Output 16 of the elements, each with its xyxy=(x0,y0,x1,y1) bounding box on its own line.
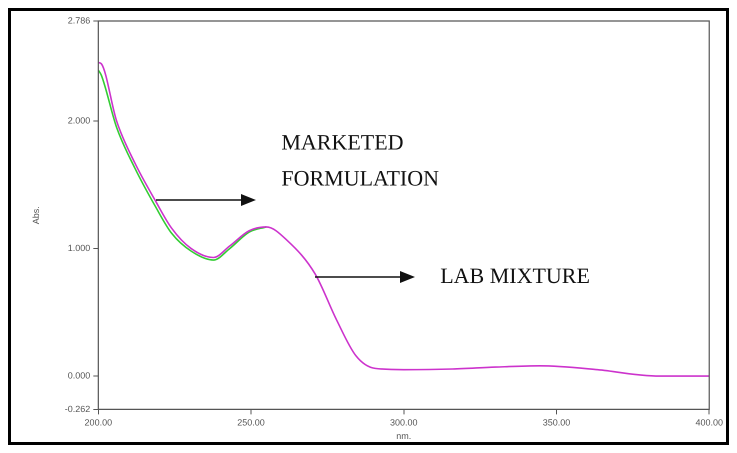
y-axis-title: Abs. xyxy=(30,206,41,224)
x-tick-label: 300.00 xyxy=(390,417,418,428)
line-series xyxy=(98,69,268,261)
annotation: LAB MIXTURE xyxy=(440,263,590,288)
y-tick-label: 2.786 xyxy=(68,15,90,26)
y-tick-label: 2.000 xyxy=(68,116,90,126)
y-tick-label: 0.000 xyxy=(68,370,90,380)
annotation: MARKETED FORMULATION xyxy=(281,129,440,190)
x-tick-label: 250.00 xyxy=(237,417,265,428)
x-tick-label: 350.00 xyxy=(542,417,570,428)
x-tick-label: 200.00 xyxy=(84,417,112,428)
y-tick-label: -0.262 xyxy=(64,404,90,414)
line-series xyxy=(98,62,710,377)
y-tick-label: 1.000 xyxy=(68,243,90,254)
x-tick-label: 400.00 xyxy=(695,417,723,428)
x-axis-title: nm. xyxy=(396,431,412,442)
